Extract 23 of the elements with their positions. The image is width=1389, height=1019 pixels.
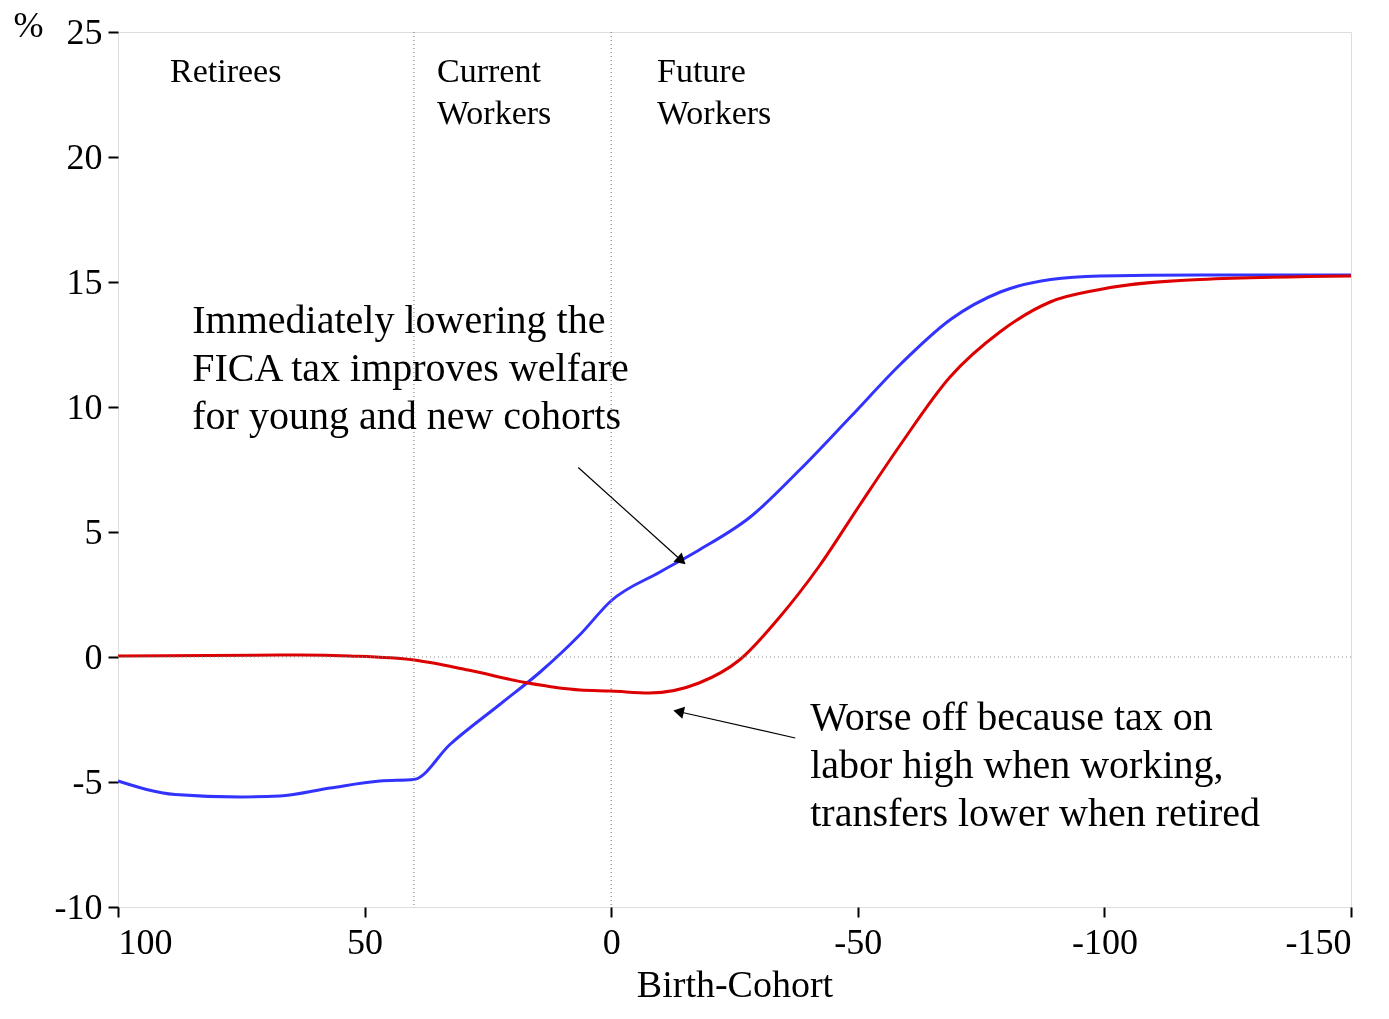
annotation: Current Workers [437, 52, 552, 131]
y-tick-label: 15 [66, 261, 103, 302]
annotation: Future Workers [657, 52, 772, 131]
x-tick-label: -50 [834, 921, 883, 962]
y-tick-label: -10 [54, 886, 103, 927]
line-series [116, 273, 1353, 799]
annotation: Immediately lowering the FICA tax improves welfare for young and new cohorts [192, 296, 629, 438]
y-tick-label: 20 [66, 136, 103, 177]
x-tick-label: 100 [118, 921, 173, 962]
x-axis-title: Birth-Cohort [636, 962, 834, 1005]
x-tick-label: 0 [602, 921, 621, 962]
x-tick-label: -100 [1071, 921, 1138, 962]
x-tick-label: 50 [347, 921, 384, 962]
y-tick-label: 25 [66, 11, 103, 52]
x-tick-label: -150 [1285, 921, 1352, 962]
y-tick-label: 0 [84, 636, 103, 677]
line-series [116, 274, 1353, 695]
y-tick-label: 5 [84, 511, 103, 552]
y-tick-label: 10 [66, 386, 103, 427]
annotation: Retirees [170, 52, 282, 89]
annotation: Worse off because tax on labor high when working, transfers lower when retired [810, 694, 1261, 835]
y-tick-label: -5 [72, 761, 103, 802]
y-axis-title: % [13, 4, 44, 45]
